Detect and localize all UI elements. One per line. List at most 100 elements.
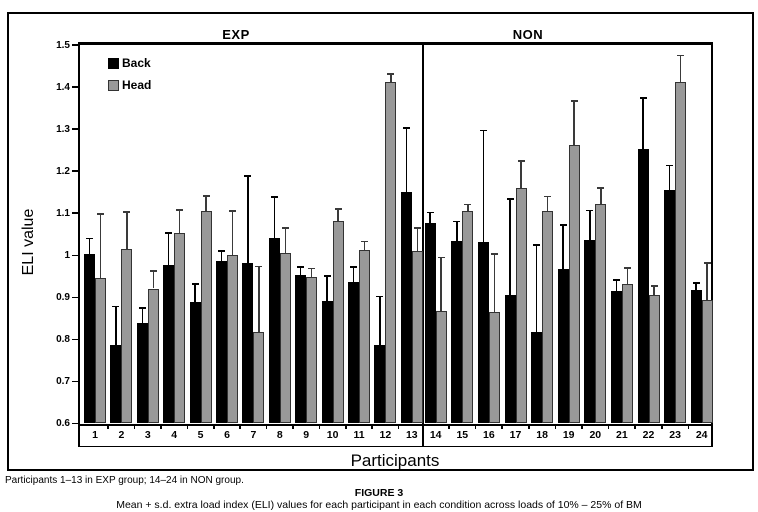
errorbar-back-stem-p11 xyxy=(352,266,355,283)
x-boundary-tick xyxy=(687,424,690,429)
x-boundary-tick xyxy=(239,424,241,429)
errorbar-head-stem-p15 xyxy=(467,203,469,212)
x-tick-label-p20: 20 xyxy=(589,429,602,441)
x-tick-label-p10: 10 xyxy=(326,429,339,441)
errorbar-back-cap-p20 xyxy=(586,209,594,212)
x-tick-label-p13: 13 xyxy=(405,429,418,441)
errorbar-head-cap-p10 xyxy=(334,208,342,210)
errorbar-back-cap-p3 xyxy=(138,307,146,309)
errorbar-back-stem-p6 xyxy=(220,250,223,261)
errorbar-head-cap-p13 xyxy=(413,227,421,229)
bar-back-p16 xyxy=(477,241,489,424)
errorbar-head-stem-p12 xyxy=(390,73,392,82)
errorbar-head-stem-p20 xyxy=(600,187,602,204)
group-header-non: NON xyxy=(512,27,544,42)
bar-head-p11 xyxy=(359,250,370,424)
errorbar-head-stem-p2 xyxy=(126,211,128,249)
errorbar-back-stem-p3 xyxy=(141,307,144,323)
x-boundary-tick xyxy=(371,424,373,429)
errorbar-back-cap-p14 xyxy=(426,211,434,214)
y-tick-mark xyxy=(72,44,78,46)
x-boundary-tick xyxy=(345,424,347,429)
x-boundary-tick xyxy=(448,424,450,429)
bar-head-p4 xyxy=(174,232,186,424)
y-tick-mark xyxy=(72,86,78,88)
chart-legend: Back Head xyxy=(108,52,151,96)
legend-item-head: Head xyxy=(108,74,151,96)
x-tick-label-p3: 3 xyxy=(144,429,151,441)
x-tick-label-p8: 8 xyxy=(276,429,283,441)
errorbar-head-stem-p3 xyxy=(152,270,155,289)
errorbar-back-stem-p16 xyxy=(482,129,485,242)
errorbar-head-cap-p12 xyxy=(387,73,395,75)
bar-back-p23 xyxy=(664,189,676,424)
errorbar-head-stem-p13 xyxy=(416,227,419,252)
errorbar-head-stem-p11 xyxy=(363,240,366,251)
legend-label-head: Head xyxy=(122,78,152,92)
errorbar-head-cap-p20 xyxy=(597,187,605,189)
bar-head-p8 xyxy=(279,253,291,424)
y-tick-label: 0.9 xyxy=(56,291,70,303)
errorbar-back-stem-p2 xyxy=(115,305,117,346)
y-tick-label: 1.2 xyxy=(56,165,70,177)
bar-back-p5 xyxy=(189,301,201,424)
x-tick-label-p11: 11 xyxy=(353,429,365,441)
y-tick-label: 0.8 xyxy=(56,333,70,345)
bar-head-p24 xyxy=(701,300,713,424)
y-tick-mark xyxy=(72,422,78,425)
x-boundary-tick xyxy=(397,424,400,429)
bar-head-p1 xyxy=(95,278,106,424)
y-tick-mark xyxy=(72,170,78,172)
bar-back-p22 xyxy=(637,148,649,424)
errorbar-back-cap-p19 xyxy=(559,224,567,226)
x-boundary-tick xyxy=(581,424,583,429)
errorbar-head-stem-p23 xyxy=(679,54,682,82)
bar-head-p6 xyxy=(227,255,238,424)
x-tick-label-p1: 1 xyxy=(92,429,98,441)
errorbar-head-stem-p8 xyxy=(284,227,287,254)
errorbar-head-cap-p21 xyxy=(623,267,631,269)
errorbar-head-cap-p7 xyxy=(255,265,263,268)
errorbar-back-stem-p18 xyxy=(535,244,538,332)
bar-head-p13 xyxy=(411,251,423,424)
errorbar-head-stem-p1 xyxy=(99,213,102,279)
errorbar-back-stem-p10 xyxy=(326,275,328,301)
errorbar-head-cap-p24 xyxy=(703,262,711,264)
figure-border xyxy=(7,12,754,471)
errorbar-head-stem-p5 xyxy=(205,195,207,211)
x-boundary-tick xyxy=(186,424,189,429)
x-boundary-tick xyxy=(318,424,321,429)
bar-head-p10 xyxy=(332,220,344,424)
x-tick-label-p21: 21 xyxy=(616,429,628,441)
x-boundary-tick xyxy=(528,424,530,429)
x-tick-label-p5: 5 xyxy=(197,429,204,441)
x-boundary-tick xyxy=(501,424,503,429)
plot-right-border xyxy=(711,42,713,447)
y-tick-mark xyxy=(72,128,78,130)
bar-head-p7 xyxy=(253,332,265,424)
bar-head-p21 xyxy=(621,283,633,424)
errorbar-back-stem-p23 xyxy=(668,164,671,190)
errorbar-back-stem-p7 xyxy=(247,175,249,263)
legend-swatch-head-icon xyxy=(108,79,119,91)
errorbar-head-stem-p14 xyxy=(440,256,442,311)
errorbar-back-stem-p1 xyxy=(88,237,91,255)
errorbar-head-stem-p19 xyxy=(573,100,575,146)
y-tick-label: 1.4 xyxy=(56,81,70,93)
errorbar-back-cap-p16 xyxy=(479,129,487,132)
bar-head-p5 xyxy=(200,210,212,424)
legend-label-back: Back xyxy=(122,56,151,70)
y-tick-label: 1.5 xyxy=(56,39,70,51)
errorbar-head-stem-p22 xyxy=(653,285,655,295)
errorbar-back-cap-p11 xyxy=(350,266,357,268)
x-boundary-tick xyxy=(133,424,136,429)
y-tick-mark xyxy=(72,212,78,214)
errorbar-back-cap-p9 xyxy=(297,266,305,268)
errorbar-back-stem-p14 xyxy=(429,211,431,224)
y-tick-label: 1.3 xyxy=(56,123,70,135)
x-boundary-tick xyxy=(634,424,636,429)
bar-back-p14 xyxy=(424,223,436,424)
errorbar-back-stem-p15 xyxy=(456,220,458,242)
errorbar-back-cap-p2 xyxy=(112,305,120,308)
bar-back-p17 xyxy=(504,295,516,424)
